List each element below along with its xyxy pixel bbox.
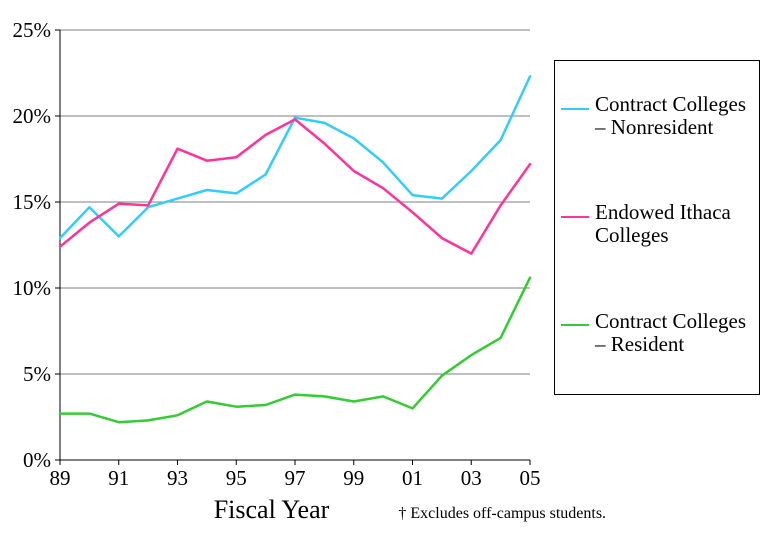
legend-label-nonresident: Contract Colleges – Nonresident: [595, 93, 753, 139]
x-tick-label: 89: [50, 466, 71, 490]
x-tick-label: 93: [167, 466, 188, 490]
legend-swatch-resident: [561, 324, 589, 326]
legend-label-resident: Contract Colleges – Resident: [595, 310, 753, 356]
x-tick-label: 05: [520, 466, 541, 490]
x-axis-title: Fiscal Year: [214, 495, 330, 524]
legend: Contract Colleges – Nonresident Endowed I…: [554, 60, 760, 395]
legend-entry-endowed: Endowed Ithaca Colleges: [561, 201, 753, 247]
x-tick-label: 03: [461, 466, 482, 490]
x-tick-label: 01: [402, 466, 423, 490]
y-tick-label: 5%: [23, 362, 51, 386]
legend-label-endowed: Endowed Ithaca Colleges: [595, 201, 753, 247]
legend-entry-nonresident: Contract Colleges – Nonresident: [561, 93, 753, 139]
legend-entry-resident: Contract Colleges – Resident: [561, 310, 753, 356]
x-tick-label: 97: [285, 466, 306, 490]
legend-swatch-nonresident: [561, 108, 589, 110]
y-tick-label: 15%: [13, 190, 52, 214]
chart-container: 0% 5% 10% 15% 20% 25% 89 91 93 95 97 99 01 03 05 Fiscal…: [0, 0, 773, 540]
x-tick-label: 99: [343, 466, 364, 490]
y-tick-label: 0%: [23, 448, 51, 472]
y-tick-label: 20%: [13, 104, 52, 128]
y-tick-label: 10%: [13, 276, 52, 300]
x-tick-label: 95: [226, 466, 247, 490]
footnote: † Excludes off-campus students.: [398, 505, 606, 522]
y-tick-label: 25%: [13, 18, 52, 42]
legend-swatch-endowed: [561, 216, 589, 218]
x-tick-label: 91: [108, 466, 129, 490]
